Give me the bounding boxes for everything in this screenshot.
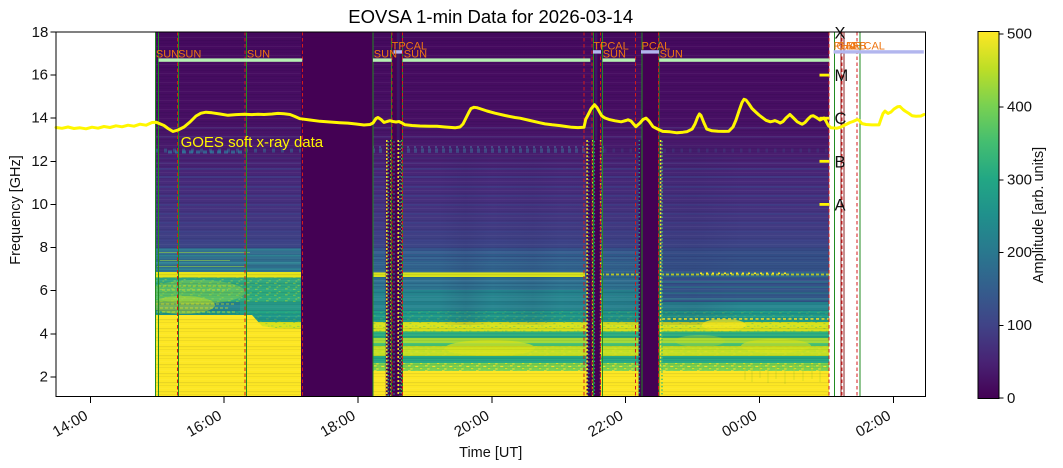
svg-text:14: 14 — [31, 110, 48, 127]
svg-text:SUN: SUN — [603, 49, 626, 61]
svg-text:200: 200 — [1007, 244, 1032, 261]
svg-text:Time [UT]: Time [UT] — [459, 445, 522, 461]
svg-text:6: 6 — [40, 282, 48, 299]
svg-text:A: A — [835, 196, 846, 214]
svg-text:TPCAL: TPCAL — [593, 41, 628, 53]
svg-text:B: B — [835, 153, 846, 171]
svg-text:400: 400 — [1007, 99, 1032, 116]
svg-text:SUN: SUN — [156, 49, 179, 61]
svg-text:10: 10 — [31, 196, 48, 213]
svg-text:Amplitude [arb. units]: Amplitude [arb. units] — [1031, 147, 1047, 283]
svg-text:500: 500 — [1007, 26, 1032, 43]
svg-text:8: 8 — [40, 239, 48, 256]
svg-text:SUN: SUN — [660, 49, 683, 61]
svg-text:SUN: SUN — [374, 49, 397, 61]
svg-text:PHA: PHA — [834, 41, 857, 53]
svg-text:TPCAL: TPCAL — [392, 41, 427, 53]
svg-text:SUN: SUN — [247, 49, 270, 61]
svg-text:SUN: SUN — [404, 49, 427, 61]
svg-text:16: 16 — [31, 67, 48, 84]
svg-text:X: X — [835, 24, 846, 42]
svg-text:M: M — [835, 67, 849, 85]
svg-text:AB: AB — [852, 41, 867, 53]
svg-text:2: 2 — [40, 368, 48, 385]
svg-text:Frequency [GHz]: Frequency [GHz] — [8, 155, 24, 265]
svg-text:GAI: GAI — [837, 41, 856, 53]
svg-text:18: 18 — [32, 24, 49, 41]
svg-text:SUN: SUN — [178, 49, 201, 61]
svg-text:SE: SE — [846, 41, 861, 53]
svg-text:PCAL: PCAL — [642, 41, 671, 53]
svg-text:300: 300 — [1007, 171, 1032, 188]
svg-text:C: C — [835, 110, 847, 128]
svg-text:CAL: CAL — [864, 41, 885, 53]
svg-text:12: 12 — [31, 153, 48, 170]
svg-text:0: 0 — [1007, 390, 1015, 407]
svg-text:EOVSA 1-min Data for 2026-03-1: EOVSA 1-min Data for 2026-03-14 — [348, 6, 633, 27]
svg-text:GOES soft x-ray data: GOES soft x-ray data — [181, 134, 324, 151]
svg-text:100: 100 — [1007, 317, 1032, 334]
svg-text:4: 4 — [40, 325, 48, 342]
